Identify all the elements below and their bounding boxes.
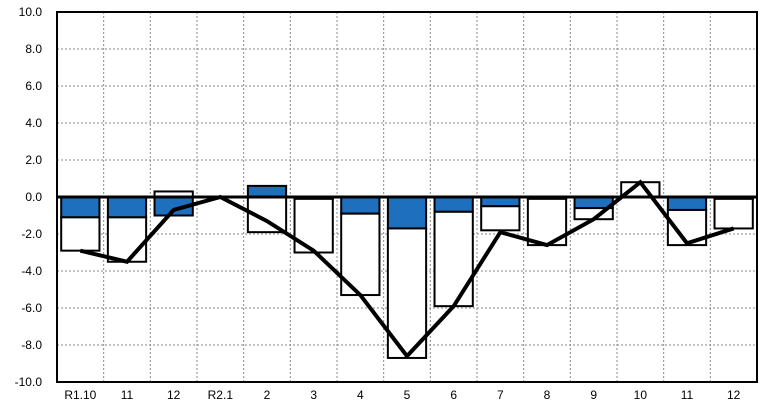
y-axis: 10.0 8.0 6.0 4.0 2.0 0.0 -2.0 -4.0 -6.0 -8.0 -10.0 xyxy=(15,5,43,389)
bar-segment-2 xyxy=(433,210,474,308)
y-tick-label: 8.0 xyxy=(25,42,42,56)
x-tick-label: 11 xyxy=(121,388,134,402)
y-tick-label: -6.0 xyxy=(21,301,42,315)
bar-segment-1 xyxy=(340,196,381,215)
bar-segment-1 xyxy=(386,196,428,230)
x-tick-label: 12 xyxy=(167,388,181,402)
x-axis: R1.10 11 12 R2.1 2 3 4 5 6 7 8 9 10 11 12 xyxy=(64,388,740,402)
bar-segment-2 xyxy=(60,216,101,252)
x-tick-label: R2.1 xyxy=(208,388,234,402)
y-tick-label: 0.0 xyxy=(25,190,42,204)
plot-border xyxy=(56,11,758,383)
y-tick-label: -2.0 xyxy=(21,227,42,241)
y-tick-label: 4.0 xyxy=(25,116,42,130)
x-tick-label: 8 xyxy=(544,388,551,402)
y-tick-label: -10.0 xyxy=(15,375,43,389)
y-tick-label: 10.0 xyxy=(19,5,43,19)
bar-segment-1 xyxy=(666,196,708,211)
y-tick-label: -8.0 xyxy=(21,338,42,352)
series-line xyxy=(79,179,735,360)
bar-segment-1 xyxy=(433,196,474,213)
x-tick-label: 4 xyxy=(357,388,364,402)
bar-segment-2 xyxy=(713,197,754,230)
y-tick-label: -4.0 xyxy=(21,264,42,278)
x-tick-label: 11 xyxy=(681,388,694,402)
bar-segment-1 xyxy=(60,196,101,219)
bar-segment-2 xyxy=(340,212,381,297)
bar-segment-2 xyxy=(480,205,521,232)
x-tick-label: R1.10 xyxy=(64,388,96,402)
x-tick-label: 6 xyxy=(450,388,457,402)
bars-layer xyxy=(60,181,754,359)
x-tick-label: 2 xyxy=(264,388,271,402)
y-tick-label: 6.0 xyxy=(25,79,42,93)
bar-segment-2 xyxy=(106,216,148,263)
y-tick-label: 2.0 xyxy=(25,153,42,167)
x-tick-label: 9 xyxy=(590,388,597,402)
bar-segment-1 xyxy=(106,196,148,219)
bar-segment-1 xyxy=(246,184,288,198)
x-tick-label: 3 xyxy=(310,388,317,402)
x-tick-label: 7 xyxy=(497,388,504,402)
x-tick-label: 10 xyxy=(634,388,648,402)
x-tick-label: 5 xyxy=(404,388,411,402)
line-layer xyxy=(79,179,735,360)
x-tick-label: 12 xyxy=(727,388,741,402)
